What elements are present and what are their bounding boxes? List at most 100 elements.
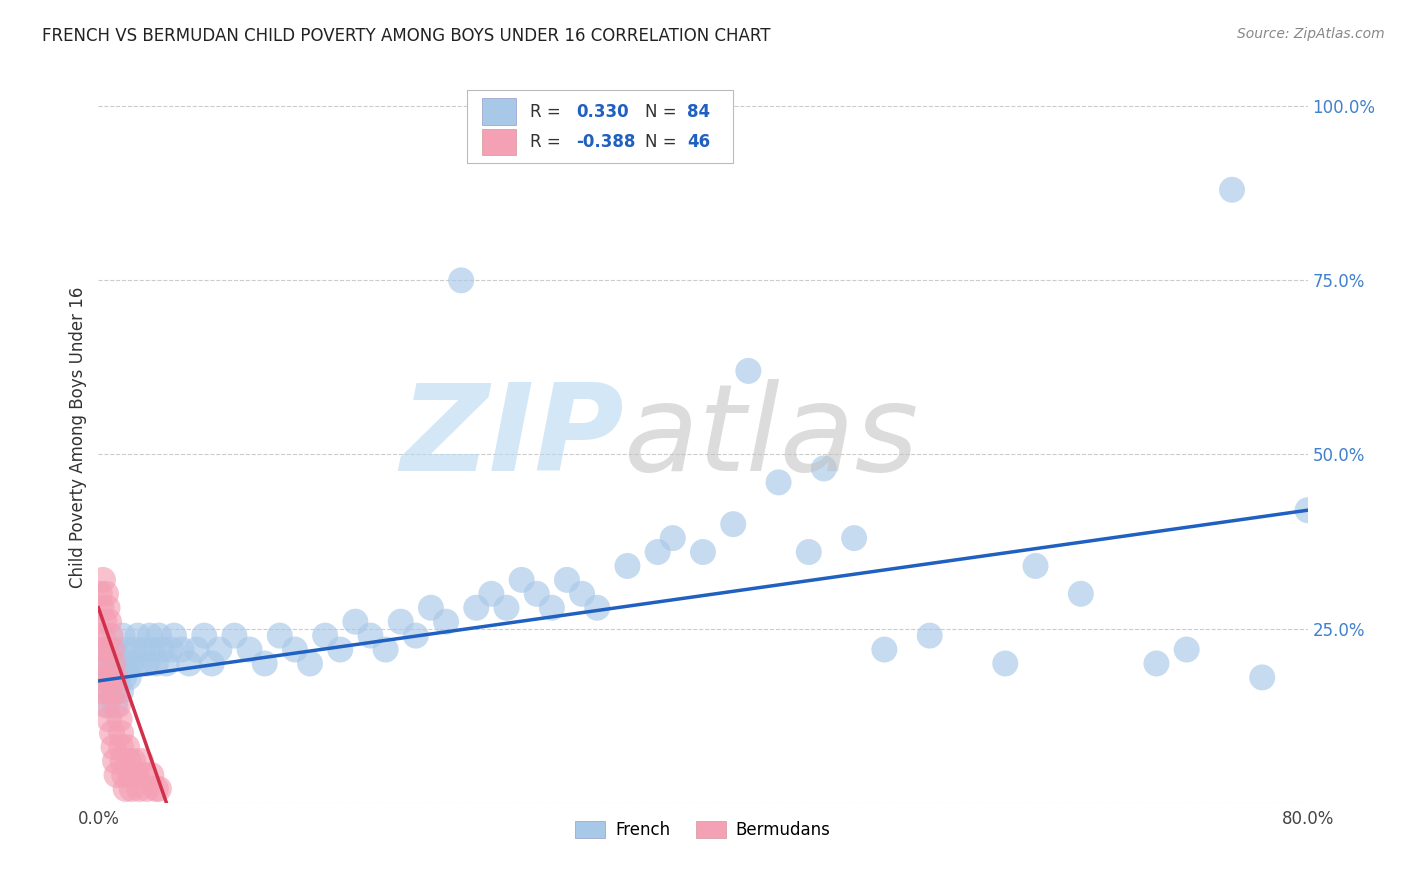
Point <box>186 642 208 657</box>
Point <box>94 587 117 601</box>
Text: -0.388: -0.388 <box>576 133 636 152</box>
Point <box>374 642 396 657</box>
Point <box>98 712 121 726</box>
Point <box>284 642 307 657</box>
Point <box>118 670 141 684</box>
Point <box>103 684 125 698</box>
Point <box>1024 558 1046 573</box>
Point <box>105 684 128 698</box>
Point <box>91 642 114 657</box>
Point <box>571 587 593 601</box>
Point <box>111 629 134 643</box>
Text: 46: 46 <box>688 133 710 152</box>
Point <box>94 642 117 657</box>
Point <box>994 657 1017 671</box>
Point <box>115 740 138 755</box>
Point <box>108 657 131 671</box>
Point <box>873 642 896 657</box>
Point <box>120 768 142 782</box>
Point <box>105 768 128 782</box>
Point <box>239 642 262 657</box>
Point <box>93 670 115 684</box>
Point <box>135 657 157 671</box>
Point <box>813 461 835 475</box>
Point <box>112 670 135 684</box>
Point <box>122 754 145 768</box>
Text: 0.330: 0.330 <box>576 103 628 120</box>
Point <box>1296 503 1319 517</box>
Point <box>797 545 820 559</box>
Point <box>540 600 562 615</box>
Point <box>495 600 517 615</box>
Point <box>129 657 152 671</box>
Text: Source: ZipAtlas.com: Source: ZipAtlas.com <box>1237 27 1385 41</box>
Point <box>314 629 336 643</box>
Text: R =: R = <box>530 103 567 120</box>
Point <box>105 642 128 657</box>
Text: N =: N = <box>645 103 682 120</box>
Point <box>1251 670 1274 684</box>
Point <box>129 754 152 768</box>
Point <box>103 657 125 671</box>
Point <box>224 629 246 643</box>
Point <box>98 615 121 629</box>
Point <box>661 531 683 545</box>
Text: FRENCH VS BERMUDAN CHILD POVERTY AMONG BOYS UNDER 16 CORRELATION CHART: FRENCH VS BERMUDAN CHILD POVERTY AMONG B… <box>42 27 770 45</box>
FancyBboxPatch shape <box>467 90 734 163</box>
Point <box>170 642 193 657</box>
Point <box>389 615 412 629</box>
Point <box>269 629 291 643</box>
Text: R =: R = <box>530 133 567 152</box>
Point <box>121 657 143 671</box>
Point <box>586 600 609 615</box>
Point <box>91 684 114 698</box>
Point <box>111 754 134 768</box>
Point <box>100 684 122 698</box>
Point <box>100 629 122 643</box>
Point <box>179 657 201 671</box>
Point <box>1144 657 1167 671</box>
Point <box>616 558 638 573</box>
Point <box>107 670 129 684</box>
Point <box>1220 183 1243 197</box>
Point <box>101 726 124 740</box>
Point <box>110 740 132 755</box>
FancyBboxPatch shape <box>482 129 516 155</box>
Text: 84: 84 <box>688 103 710 120</box>
Point <box>139 629 162 643</box>
Text: N =: N = <box>645 133 682 152</box>
Point <box>93 657 115 671</box>
Point <box>201 657 224 671</box>
Point <box>132 768 155 782</box>
Point <box>918 629 941 643</box>
Point <box>96 670 118 684</box>
Point <box>163 629 186 643</box>
Point <box>844 531 866 545</box>
Point <box>124 642 146 657</box>
Point <box>434 615 457 629</box>
Text: ZIP: ZIP <box>401 378 624 496</box>
Point <box>104 670 127 684</box>
Point <box>89 587 111 601</box>
Point <box>127 629 149 643</box>
Point <box>141 768 163 782</box>
Point <box>115 642 138 657</box>
Point <box>90 600 112 615</box>
Point <box>101 642 124 657</box>
Point <box>90 657 112 671</box>
Point <box>148 629 170 643</box>
Point <box>329 642 352 657</box>
Point <box>142 642 165 657</box>
Point <box>692 545 714 559</box>
Point <box>90 670 112 684</box>
Point <box>112 768 135 782</box>
Point <box>1070 587 1092 601</box>
Point <box>148 781 170 796</box>
Point <box>647 545 669 559</box>
Point <box>94 684 117 698</box>
Point <box>114 781 136 796</box>
Point <box>526 587 548 601</box>
Point <box>104 754 127 768</box>
Point <box>110 726 132 740</box>
Y-axis label: Child Poverty Among Boys Under 16: Child Poverty Among Boys Under 16 <box>69 286 87 588</box>
